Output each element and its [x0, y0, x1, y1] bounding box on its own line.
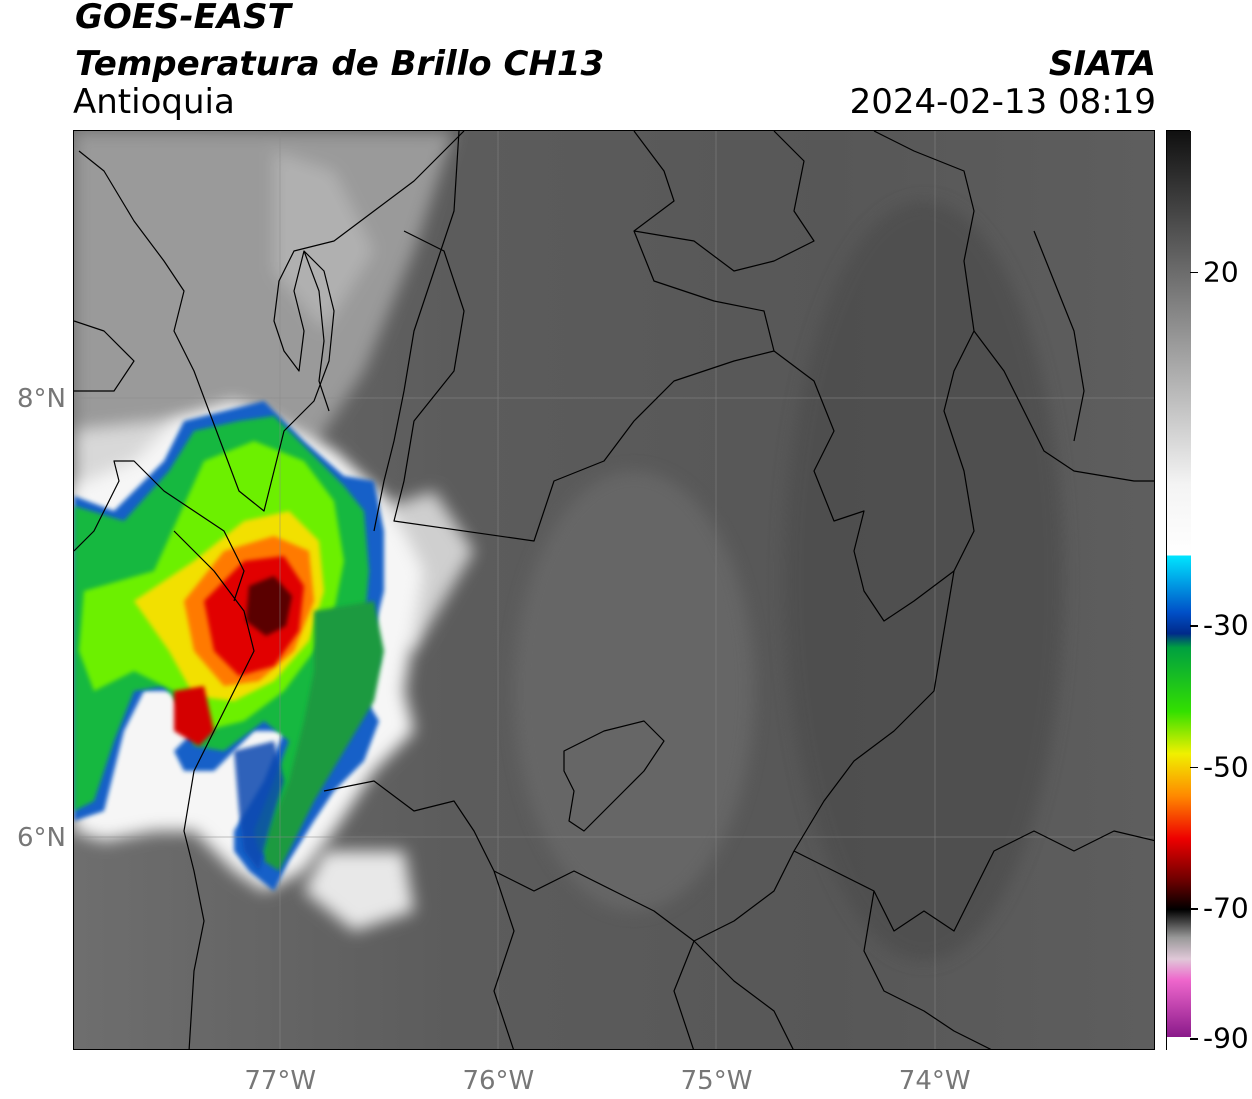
lon-label-75w: 75°W	[680, 1066, 753, 1096]
timestamp-label: 2024-02-13 08:19	[849, 82, 1156, 122]
border-cordoba	[633, 131, 815, 272]
colorbar-tick-minus50	[1190, 766, 1198, 769]
valley-bright	[514, 471, 754, 911]
colorbar	[1166, 130, 1191, 1051]
andes-dark-band	[784, 201, 1064, 961]
lat-label-8n: 8°N	[17, 384, 66, 415]
colorbar-fill	[1167, 131, 1191, 1051]
colorbar-tick-20	[1190, 271, 1198, 274]
storm-band-south-blue	[234, 741, 284, 871]
lon-label-74w: 74°W	[898, 1066, 971, 1096]
organization-label: SIATA	[1048, 44, 1156, 84]
map-canvas	[74, 131, 1154, 1049]
border-cundinamarca	[673, 940, 695, 1049]
colorbar-tick-minus90	[1190, 1038, 1198, 1040]
storm-complex	[74, 401, 424, 891]
border-boyaca	[793, 830, 1154, 932]
border-east	[1033, 230, 1085, 442]
coastline-west	[74, 460, 245, 602]
title-product: Temperatura de Brillo CH13	[75, 44, 605, 84]
border-antioquia-west	[173, 530, 255, 1049]
colorbar-tick-minus70	[1190, 908, 1198, 910]
border-antioquia-north	[373, 131, 460, 532]
colorbar-label-minus30: -30	[1203, 608, 1249, 642]
border-santander	[973, 330, 1154, 482]
region-label: Antioquia	[73, 82, 235, 122]
lat-label-6n: 6°N	[17, 822, 66, 853]
lon-label-77w: 77°W	[244, 1066, 317, 1096]
boundaries	[74, 131, 1154, 1049]
colorbar-tick-minus30	[1190, 625, 1198, 627]
colorbar-label-20: 20	[1203, 255, 1239, 289]
title-satellite: GOES-EAST	[75, 0, 291, 37]
storm-darkred-core	[246, 576, 292, 636]
satellite-map[interactable]	[73, 130, 1155, 1050]
lon-label-76w: 76°W	[462, 1066, 535, 1096]
storm-band-south	[264, 601, 384, 871]
storm-red-south	[174, 686, 214, 746]
gridlines	[74, 131, 1154, 1049]
border-caldas	[493, 870, 515, 1049]
enclave-outline	[563, 720, 665, 832]
colorbar-label-minus70: -70	[1203, 891, 1249, 925]
colorbar-gradient	[1167, 131, 1191, 1051]
colorbar-label-minus90: -90	[1203, 1021, 1249, 1055]
colorbar-label-minus50: -50	[1203, 750, 1249, 784]
coastline-uraba	[78, 131, 465, 512]
border-south-east	[863, 890, 992, 1049]
border-antioquia-east	[693, 570, 955, 942]
border-north	[393, 131, 775, 542]
coastline-inner	[303, 250, 330, 412]
coastline-choco	[74, 320, 135, 392]
border-antioquia-south	[323, 780, 794, 1049]
